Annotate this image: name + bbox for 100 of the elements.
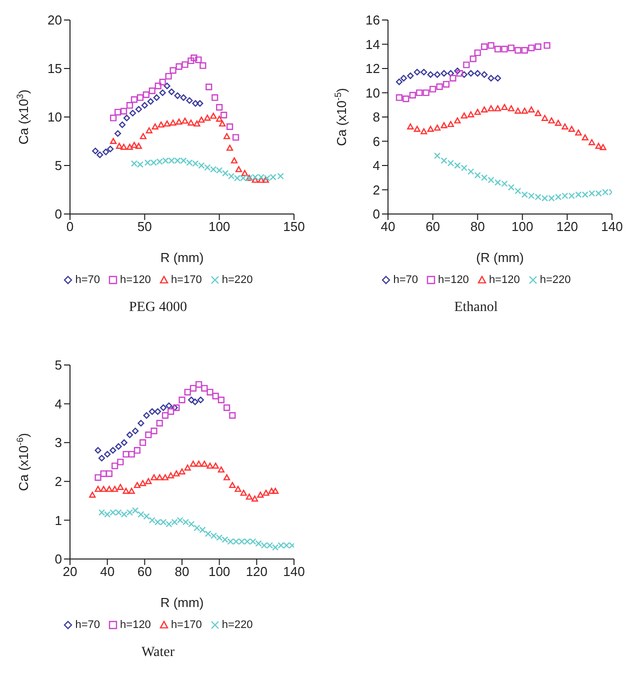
point [168,408,174,415]
point [156,474,163,480]
point [447,70,454,77]
point [92,148,99,154]
point [190,384,196,392]
point [130,96,138,103]
point [582,134,588,140]
point [120,108,128,114]
point [229,482,236,488]
point [481,43,488,50]
point [176,118,182,125]
x-tick-label: 140 [601,219,623,234]
point [521,47,528,54]
point [218,466,224,473]
point [184,464,191,471]
point [98,454,106,462]
point [168,472,174,478]
point [501,104,508,110]
point [200,62,206,69]
point [126,432,134,438]
point [162,157,169,164]
point [174,157,181,164]
point [89,492,96,498]
point [224,474,230,480]
point [118,121,126,128]
point [416,89,423,96]
legend-label: h=170 [170,619,202,631]
point [222,536,228,543]
point [595,190,602,197]
point [110,447,116,454]
point [134,447,140,454]
point [568,126,575,132]
point [481,174,488,181]
point [440,157,448,164]
point [180,157,187,164]
point [240,174,247,182]
point [204,164,211,171]
point [106,470,112,477]
point [162,412,168,419]
point [414,126,420,132]
point [176,516,184,524]
point [222,170,229,177]
y-tick-label: 1 [54,512,62,528]
point [126,509,134,516]
point [168,157,175,164]
point [122,488,130,494]
point [508,184,514,191]
point [534,43,542,50]
point [120,439,128,446]
x-tick-label: 50 [137,219,152,234]
point [252,176,258,183]
point [228,172,235,180]
legend-label: h=120 [120,274,151,286]
point [148,516,156,524]
point [575,129,582,136]
point [474,49,481,56]
point [170,120,176,126]
point [488,176,494,184]
point [216,104,223,111]
point [144,159,151,166]
x-tick-label: 140 [283,564,305,580]
point [474,172,481,178]
y-tick-label: 5 [54,358,62,373]
point [162,474,168,480]
point [204,114,211,121]
point [164,120,170,127]
legend-label: h=220 [222,619,253,631]
point [194,524,200,532]
legend-label: h=220 [540,274,571,286]
point [588,190,596,197]
y-tick-label: 4 [54,396,62,412]
point [226,123,234,130]
point [117,458,124,466]
point [110,509,116,516]
point [454,117,461,124]
point [396,94,402,101]
legend-label: h=70 [75,274,100,286]
point [409,92,416,98]
point [447,120,454,128]
point [178,396,186,404]
point [132,507,139,514]
x-axis-title: R (mm) [160,250,204,265]
point [152,123,158,130]
point [528,44,535,52]
y-tick-label: 0 [54,552,62,567]
point [272,544,279,551]
point [402,96,410,102]
point [104,450,111,458]
point [528,106,535,112]
point [94,486,102,492]
y-tick-label: 2 [372,182,380,198]
point [186,159,193,166]
point [494,105,502,112]
point [135,142,142,149]
point [474,108,481,115]
point [180,94,187,101]
point [96,152,104,158]
point [182,518,190,526]
x-tick-label: 60 [426,219,440,234]
point [158,121,164,128]
